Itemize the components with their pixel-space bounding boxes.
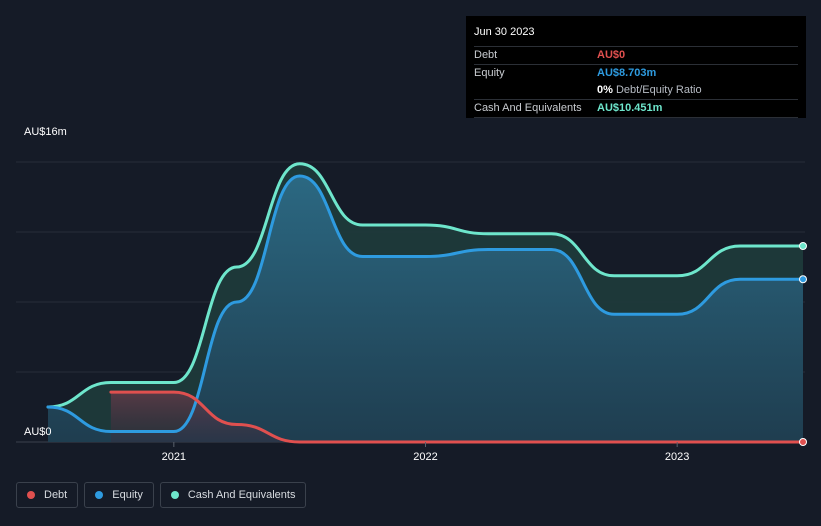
series-line-cash-and-equivalents [46, 162, 805, 409]
x-tick-label: 2021 [162, 451, 186, 463]
tooltip-value: 0% Debt/Equity Ratio [597, 82, 702, 99]
legend-label: Cash And Equivalents [187, 489, 296, 501]
tooltip: Jun 30 2023 Debt AU$0 Equity AU$8.703m 0… [466, 16, 806, 118]
tooltip-label: Cash And Equivalents [474, 102, 582, 114]
areas [48, 163, 803, 443]
series-endpoint [799, 275, 807, 284]
legend-dot-icon [95, 491, 104, 499]
legend-label: Equity [112, 489, 143, 501]
tooltip-row-ratio: 0% Debt/Equity Ratio [474, 82, 798, 99]
tooltip-value: AU$0 [597, 49, 626, 61]
x-tick-label: 2022 [413, 451, 437, 463]
legend-dot-icon [170, 491, 179, 499]
equity-area [48, 176, 803, 442]
axes: AU$16m AU$0 2021 2022 2023 [24, 126, 689, 463]
tooltip-label: Equity [474, 67, 505, 79]
ratio-label: Debt/Equity Ratio [615, 84, 702, 96]
legend: Debt Equity Cash And Equivalents [16, 482, 307, 508]
tooltip-row-cash: Cash And Equivalents AU$10.451m [474, 99, 798, 118]
debt-area [110, 392, 803, 442]
y-axis-top-label: AU$16m [24, 126, 67, 138]
legend-item-cash[interactable]: Cash And Equivalents [159, 482, 307, 508]
series-endpoint [799, 438, 807, 446]
tooltip-value: AU$8.703m [597, 67, 657, 79]
tooltip-value: AU$10.451m [597, 102, 663, 114]
y-axis-bottom-label: AU$0 [24, 426, 52, 438]
tooltip-label: Debt [474, 49, 498, 61]
series-endpoint [799, 242, 807, 250]
tooltip-row-equity: Equity AU$8.703m [474, 64, 798, 82]
tooltip-row-debt: Debt AU$0 [474, 46, 798, 64]
ratio-value: 0% [597, 84, 613, 96]
legend-label: Debt [44, 489, 68, 501]
x-tick-label: 2023 [665, 451, 689, 463]
tooltip-label [474, 82, 597, 99]
legend-item-equity[interactable]: Equity [84, 482, 154, 508]
series-line-equity [46, 174, 805, 433]
legend-item-debt[interactable]: Debt [16, 482, 79, 508]
tooltip-date: Jun 30 2023 [474, 26, 535, 38]
legend-dot-icon [27, 491, 35, 499]
